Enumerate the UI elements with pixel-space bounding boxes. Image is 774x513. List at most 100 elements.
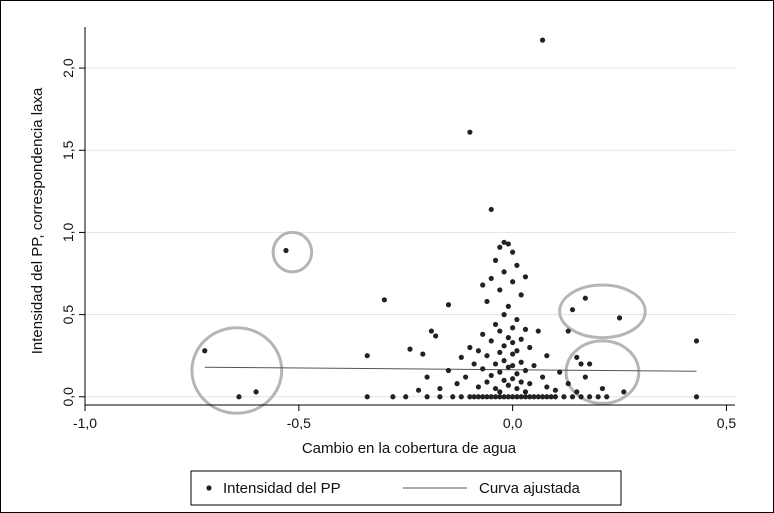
- scatter-point: [497, 369, 503, 375]
- scatter-point: [565, 381, 571, 387]
- scatter-point: [445, 367, 452, 374]
- legend-label-curva: Curva ajustada: [479, 480, 581, 497]
- scatter-point: [514, 348, 520, 354]
- scatter-point: [616, 315, 623, 321]
- legend: Intensidad del PP Curva ajustada: [190, 470, 622, 506]
- scatter-point: [407, 346, 413, 352]
- scatter-point: [518, 359, 524, 365]
- scatter-point: [492, 257, 499, 263]
- scatter-point: [552, 387, 558, 393]
- scatter-point: [454, 381, 460, 387]
- scatter-point: [522, 389, 529, 395]
- scatter-point: [510, 249, 516, 255]
- scatter-point: [578, 394, 584, 400]
- highlight-ellipse: [190, 326, 284, 415]
- legend-dot-symbol: [206, 485, 212, 491]
- scatter-point: [518, 394, 524, 400]
- scatter-point: [488, 394, 494, 400]
- scatter-point: [693, 394, 700, 400]
- scatter-point: [514, 316, 520, 323]
- axes: [84, 27, 735, 406]
- scatter-point: [531, 362, 537, 369]
- scatter-point: [433, 333, 439, 339]
- scatter-point: [574, 354, 580, 360]
- highlight-ellipse: [271, 230, 314, 274]
- scatter-point: [484, 394, 490, 400]
- x-tick-label: -1,0: [73, 415, 97, 431]
- scatter-point: [253, 389, 259, 395]
- scatter-point: [471, 361, 477, 367]
- scatter-point: [492, 394, 499, 400]
- scatter-point: [462, 374, 469, 380]
- scatter-point: [501, 269, 507, 275]
- scatter-point: [505, 382, 511, 388]
- scatter-point: [475, 394, 482, 400]
- scatter-point: [514, 371, 520, 377]
- scatter-point: [501, 394, 507, 400]
- scatter-point: [505, 364, 511, 370]
- y-tick-label: 2,0: [60, 58, 76, 78]
- y-tick-label: 1,5: [60, 140, 76, 160]
- scatter-point: [527, 381, 533, 387]
- scatter-point: [565, 328, 571, 334]
- scatter-point: [497, 349, 503, 356]
- scatter-point: [510, 351, 516, 357]
- scatter-point: [467, 394, 473, 400]
- scatter-point: [488, 372, 494, 379]
- scatter-point: [518, 379, 524, 385]
- highlight-ellipse: [558, 283, 647, 340]
- scatter-point: [283, 247, 289, 254]
- scatter-point: [424, 374, 430, 380]
- scatter-point: [569, 394, 576, 400]
- scatter-point: [505, 241, 511, 247]
- scatter-point: [437, 394, 443, 400]
- x-tick-label: 0,5: [717, 415, 737, 431]
- scatter-point: [510, 325, 516, 331]
- scatter-point: [364, 353, 370, 359]
- scatter-point: [587, 394, 593, 400]
- scatter-point: [236, 394, 242, 400]
- scatter-point: [527, 394, 533, 400]
- scatter-point: [501, 343, 507, 349]
- scatter-point: [522, 367, 529, 374]
- scatter-point: [484, 353, 490, 359]
- scatter-point: [480, 394, 486, 400]
- scatter-point: [450, 394, 456, 400]
- scatter-point: [587, 361, 593, 367]
- scatter-point: [582, 374, 588, 380]
- y-tick-label: 0,0: [60, 387, 76, 407]
- scatter-point: [471, 394, 477, 400]
- scatter-point: [492, 361, 499, 367]
- legend-label-intensidad: Intensidad del PP: [223, 480, 341, 497]
- y-axis-ticks: 0,0 0,5 1,0 1,5 2,0: [60, 58, 85, 407]
- scatter-point: [569, 307, 576, 313]
- highlight-ellipse: [564, 339, 641, 405]
- scatter-point: [480, 282, 486, 288]
- scatter-point: [501, 377, 507, 383]
- scatter-point: [492, 385, 499, 392]
- scatter-point: [202, 348, 208, 354]
- y-tick-label: 0,5: [60, 305, 76, 325]
- scatter-point: [505, 335, 511, 341]
- scatter-point: [488, 338, 494, 344]
- scatter-point: [518, 336, 524, 342]
- scatter-point: [497, 394, 503, 400]
- scatter-point: [484, 379, 490, 385]
- scatter-point: [510, 376, 516, 382]
- scatter-point: [501, 239, 507, 245]
- scatter-point: [604, 394, 610, 400]
- scatter-point: [501, 358, 507, 364]
- scatter-point: [480, 366, 486, 372]
- scatter-point: [390, 394, 396, 400]
- scatter-point: [522, 274, 529, 280]
- scatter-point: [518, 292, 524, 298]
- scatter-point: [475, 348, 482, 354]
- scatter-point: [621, 389, 627, 395]
- scatter-point: [557, 369, 563, 375]
- scatter-point: [510, 362, 516, 369]
- scatter-point: [510, 279, 516, 285]
- scatter-point: [539, 394, 546, 400]
- scatter-point: [492, 321, 499, 328]
- scatter-point: [484, 298, 490, 305]
